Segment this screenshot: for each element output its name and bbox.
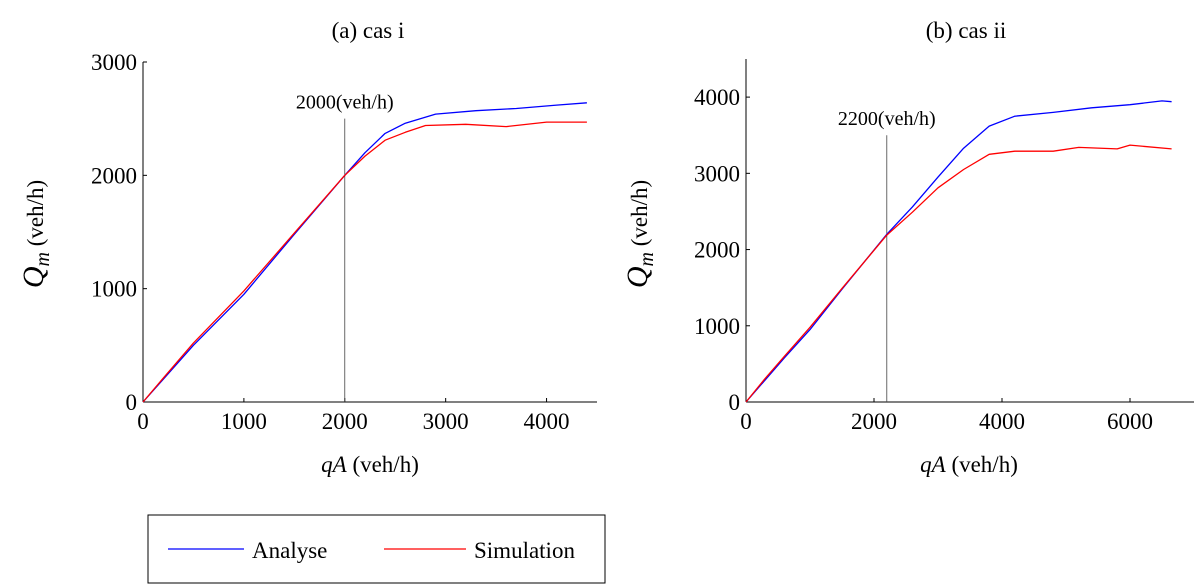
- series-line-simulation: [142, 121, 587, 403]
- chart-title: (a) cas i: [332, 18, 405, 43]
- chart-panel-b: (b) cas ii 0 2000 4000 6000 0 1000 2000 3000 400…: [621, 18, 1194, 477]
- y-tick-label: 1000: [91, 277, 137, 302]
- series-line-simulation: [745, 144, 1172, 403]
- series-line-analyse: [142, 102, 587, 403]
- y-tick-label: 0: [126, 390, 138, 415]
- x-tick-label: 4000: [979, 409, 1025, 434]
- threshold-label: 2200(veh/h): [838, 108, 936, 130]
- x-tick-label: 1000: [221, 409, 267, 434]
- chart-panel-a: (a) cas i 0 1000 2000 3000 4000 0 1000 2000 3000…: [17, 18, 597, 477]
- x-tick-label: 4000: [524, 409, 570, 434]
- x-tick-label: 6000: [1107, 409, 1153, 434]
- x-tick-label: 3000: [423, 409, 469, 434]
- y-tick-label: 3000: [694, 161, 740, 186]
- x-tick-label: 2000: [322, 409, 368, 434]
- y-tick-label: 0: [729, 390, 741, 415]
- x-axis-label: qA (veh/h): [321, 452, 419, 477]
- legend: Analyse Simulation: [147, 514, 606, 584]
- y-axis-label: Qm (veh/h): [17, 180, 54, 288]
- y-axis-label: Qm (veh/h): [621, 180, 658, 288]
- y-tick-label: 2000: [91, 163, 137, 188]
- y-tick-label: 2000: [694, 238, 740, 263]
- x-tick-label: 0: [137, 409, 149, 434]
- series-line-analyse: [745, 100, 1172, 403]
- threshold-label: 2000(veh/h): [296, 92, 394, 114]
- y-tick-label: 3000: [91, 50, 137, 75]
- x-tick-label: 2000: [851, 409, 897, 434]
- x-tick-label: 0: [740, 409, 752, 434]
- x-axis-label: qA (veh/h): [920, 452, 1018, 477]
- legend-label-analyse: Analyse: [252, 538, 327, 563]
- y-tick-label: 1000: [694, 314, 740, 339]
- y-tick-label: 4000: [694, 85, 740, 110]
- chart-title: (b) cas ii: [926, 18, 1006, 43]
- legend-label-simulation: Simulation: [474, 538, 575, 563]
